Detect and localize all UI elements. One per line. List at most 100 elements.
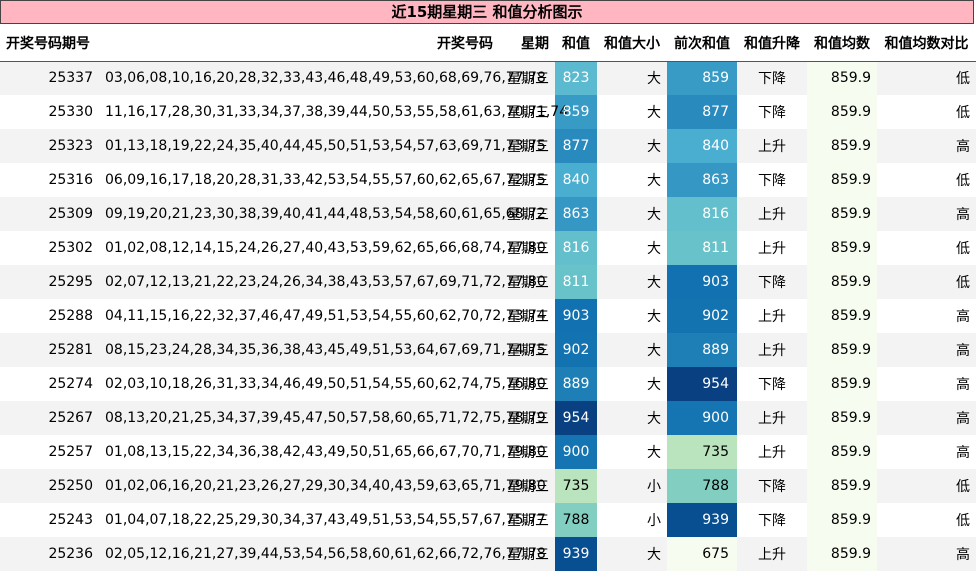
weekday-cell: 星期三 <box>507 377 549 393</box>
prev-sum-cell: 939 <box>667 503 737 537</box>
size-cell: 大 <box>647 377 661 393</box>
avg-cell: 859.9 <box>807 299 877 333</box>
issue-cell: 25288 <box>48 308 93 324</box>
sum-cell: 889 <box>555 367 597 401</box>
prev-sum-cell: 900 <box>667 401 737 435</box>
table-header-row: 开奖号码期号 开奖号码 星期 和值 和值大小 前次和值 和值升降 和值均数 和值… <box>0 26 976 61</box>
size-cell: 小 <box>647 479 661 495</box>
table-row: 25316 06,09,16,17,18,20,28,31,33,42,53,54… <box>0 163 976 197</box>
prev-sum-cell: 863 <box>667 163 737 197</box>
avg-compare-cell: 高 <box>956 139 970 155</box>
header-size: 和值大小 <box>604 36 660 53</box>
table-row: 25281 08,15,23,24,28,34,35,36,38,43,45,49… <box>0 333 976 367</box>
size-cell: 大 <box>647 275 661 291</box>
size-cell: 小 <box>647 513 661 529</box>
avg-cell: 859.9 <box>807 61 877 95</box>
avg-compare-cell: 高 <box>956 377 970 393</box>
sum-cell: 903 <box>555 299 597 333</box>
table-body: 25337 03,06,08,10,16,20,28,32,33,43,46,48… <box>0 61 976 571</box>
sum-cell: 840 <box>555 163 597 197</box>
prev-sum-cell: 954 <box>667 367 737 401</box>
numbers-cell: 01,13,18,19,22,24,35,40,44,45,50,51,53,5… <box>105 138 546 154</box>
avg-compare-cell: 高 <box>956 547 970 563</box>
avg-compare-cell: 高 <box>956 309 970 325</box>
size-cell: 大 <box>647 241 661 257</box>
avg-compare-cell: 低 <box>956 479 970 495</box>
prev-sum-cell: 889 <box>667 333 737 367</box>
numbers-cell: 01,04,07,18,22,25,29,30,34,37,43,49,51,5… <box>105 512 546 528</box>
weekday-cell: 星期三 <box>507 139 549 155</box>
issue-cell: 25295 <box>48 274 93 290</box>
avg-cell: 859.9 <box>807 435 877 469</box>
avg-compare-cell: 低 <box>956 173 970 189</box>
size-cell: 大 <box>647 173 661 189</box>
numbers-cell: 02,07,12,13,21,22,23,24,26,34,38,43,53,5… <box>105 274 546 290</box>
prev-sum-cell: 788 <box>667 469 737 503</box>
issue-cell: 25323 <box>48 138 93 154</box>
header-weekday: 星期 <box>521 36 549 53</box>
table-row: 25250 01,02,06,16,20,21,23,26,27,29,30,34… <box>0 469 976 503</box>
table-row: 25274 02,03,10,18,26,31,33,34,46,49,50,51… <box>0 367 976 401</box>
numbers-cell: 06,09,16,17,18,20,28,31,33,42,53,54,55,5… <box>105 172 546 188</box>
avg-cell: 859.9 <box>807 163 877 197</box>
avg-compare-cell: 低 <box>956 105 970 121</box>
issue-cell: 25330 <box>48 104 93 120</box>
header-sum: 和值 <box>562 36 590 53</box>
issue-cell: 25302 <box>48 240 93 256</box>
prev-sum-cell: 840 <box>667 129 737 163</box>
weekday-cell: 星期三 <box>507 309 549 325</box>
prev-sum-cell: 859 <box>667 61 737 95</box>
issue-cell: 25267 <box>48 410 93 426</box>
trend-cell: 上升 <box>758 343 786 359</box>
header-trend: 和值升降 <box>744 36 800 53</box>
issue-cell: 25309 <box>48 206 93 222</box>
issue-cell: 25243 <box>48 512 93 528</box>
avg-compare-cell: 低 <box>956 513 970 529</box>
weekday-cell: 星期三 <box>507 547 549 563</box>
numbers-cell: 01,02,06,16,20,21,23,26,27,29,30,34,40,4… <box>105 478 546 494</box>
table-row: 25330 11,16,17,28,30,31,33,34,37,38,39,44… <box>0 95 976 129</box>
size-cell: 大 <box>647 105 661 121</box>
avg-cell: 859.9 <box>807 367 877 401</box>
weekday-cell: 星期三 <box>507 71 549 88</box>
avg-cell: 859.9 <box>807 537 877 571</box>
page-title: 近15期星期三 和值分析图示 <box>0 0 974 24</box>
size-cell: 大 <box>647 411 661 427</box>
sum-cell: 859 <box>555 95 597 129</box>
sum-cell: 811 <box>555 265 597 299</box>
weekday-cell: 星期三 <box>507 343 549 359</box>
table-row: 25243 01,04,07,18,22,25,29,30,34,37,43,49… <box>0 503 976 537</box>
numbers-cell: 02,03,10,18,26,31,33,34,46,49,50,51,54,5… <box>105 376 546 392</box>
trend-cell: 下降 <box>758 173 786 189</box>
weekday-cell: 星期三 <box>507 173 549 189</box>
table-row: 25309 09,19,20,21,23,30,38,39,40,41,44,48… <box>0 197 976 231</box>
prev-sum-cell: 877 <box>667 95 737 129</box>
avg-cell: 859.9 <box>807 469 877 503</box>
prev-sum-cell: 735 <box>667 435 737 469</box>
avg-compare-cell: 低 <box>956 71 970 88</box>
header-issue: 开奖号码期号 <box>6 36 90 53</box>
header-prev-sum: 前次和值 <box>674 36 730 53</box>
trend-cell: 下降 <box>758 377 786 393</box>
numbers-cell: 01,08,13,15,22,34,36,38,42,43,49,50,51,6… <box>105 444 546 460</box>
trend-cell: 上升 <box>758 207 786 223</box>
avg-compare-cell: 高 <box>956 445 970 461</box>
trend-cell: 上升 <box>758 411 786 427</box>
trend-cell: 上升 <box>758 547 786 563</box>
sum-cell: 877 <box>555 129 597 163</box>
avg-cell: 859.9 <box>807 333 877 367</box>
weekday-cell: 星期三 <box>507 445 549 461</box>
weekday-cell: 星期三 <box>507 105 549 121</box>
size-cell: 大 <box>647 71 661 88</box>
size-cell: 大 <box>647 139 661 155</box>
trend-cell: 上升 <box>758 309 786 325</box>
numbers-cell: 01,02,08,12,14,15,24,26,27,40,43,53,59,6… <box>105 240 546 256</box>
trend-cell: 下降 <box>758 275 786 291</box>
table-row: 25236 02,05,12,16,21,27,39,44,53,54,56,58… <box>0 537 976 571</box>
trend-cell: 上升 <box>758 241 786 257</box>
size-cell: 大 <box>647 309 661 325</box>
numbers-cell: 08,15,23,24,28,34,35,36,38,43,45,49,51,5… <box>105 342 546 358</box>
prev-sum-cell: 675 <box>667 537 737 571</box>
weekday-cell: 星期三 <box>507 513 549 529</box>
